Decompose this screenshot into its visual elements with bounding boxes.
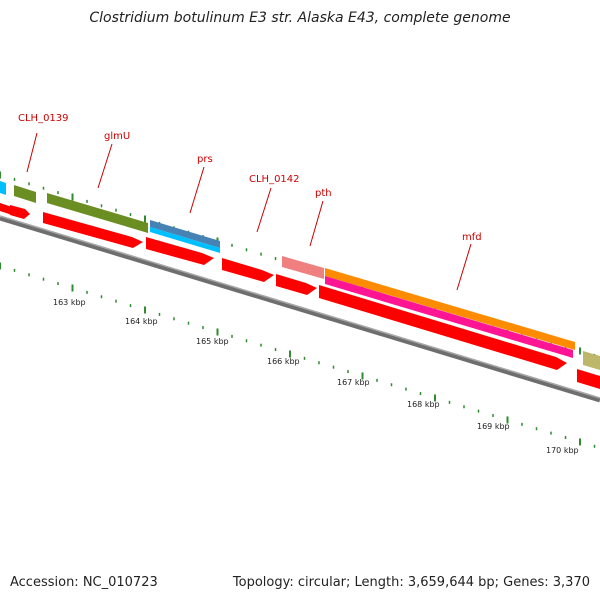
kbp-label-165: 165 kbp	[196, 337, 229, 346]
gene-label-prs: prs	[197, 154, 213, 165]
cds-arrow-1	[0, 203, 12, 215]
gene-labels: CLH_0139 glmU prs CLH_0142 pth mfd	[18, 113, 482, 243]
feature-bar-cyan-left	[0, 181, 6, 195]
feature-bar-khaki-right	[583, 351, 600, 370]
cds-arrow-3	[43, 212, 143, 248]
genome-summary-text: Topology: circular; Length: 3,659,644 bp…	[232, 575, 590, 590]
kbp-label-168: 168 kbp	[407, 400, 440, 409]
feature-bar-mfd-orange	[325, 268, 575, 350]
gene-label-clh0142: CLH_0142	[249, 174, 300, 185]
cds-arrow-5	[222, 258, 274, 282]
inner-tick-row	[0, 262, 596, 448]
kbp-label-166: 166 kbp	[267, 357, 300, 366]
cds-arrow-8	[577, 369, 600, 389]
feature-bar-mfd-pink	[325, 276, 573, 358]
gene-label-glmu: glmU	[104, 131, 130, 142]
kbp-label-169: 169 kbp	[477, 422, 510, 431]
gene-label-mfd: mfd	[462, 232, 482, 243]
cds-arrow-4	[146, 237, 214, 265]
pointer-glmu	[97, 143, 113, 189]
cds-arrow-7	[319, 285, 567, 370]
kbp-label-167: 167 kbp	[337, 378, 370, 387]
pointer-pth	[309, 200, 324, 247]
pointer-clh0139	[26, 132, 38, 173]
kbp-label-164: 164 kbp	[125, 317, 158, 326]
feature-bar-olive-small	[14, 185, 36, 203]
pointer-prs	[189, 166, 205, 214]
cds-arrows	[0, 203, 600, 389]
genome-backbone	[0, 215, 600, 403]
genome-backbone-highlight	[0, 215, 600, 399]
label-pointers	[26, 132, 472, 291]
pointer-mfd	[456, 243, 472, 291]
feature-bar-prs-blue	[150, 220, 220, 248]
gene-label-clh0139: CLH_0139	[18, 113, 69, 124]
kbp-labels: 163 kbp 164 kbp 165 kbp 166 kbp 167 kbp …	[53, 298, 579, 455]
gene-label-pth: pth	[315, 188, 332, 199]
map-title: Clostridium botulinum E3 str. Alaska E43…	[89, 10, 511, 26]
feature-bar-glmu	[47, 193, 148, 233]
accession-text: Accession: NC_010723	[10, 575, 158, 590]
feature-bar-pth	[282, 256, 324, 279]
pointer-clh0142	[256, 187, 272, 233]
feature-bar-prs-cyan	[150, 227, 220, 253]
cds-arrow-2	[10, 205, 30, 219]
feature-bars	[0, 181, 600, 370]
kbp-label-163: 163 kbp	[53, 298, 86, 307]
kbp-label-170: 170 kbp	[546, 446, 579, 455]
cds-arrow-6	[276, 274, 317, 295]
